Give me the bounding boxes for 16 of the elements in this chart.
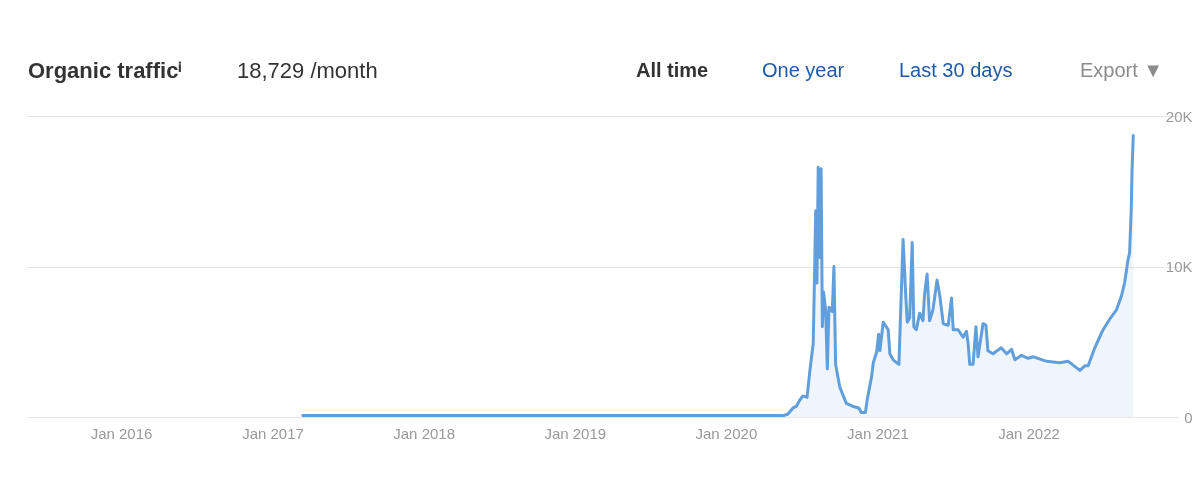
- y-tick-label: 0: [1184, 408, 1193, 426]
- x-tick-label: Jan 2020: [695, 424, 758, 442]
- x-tick-label: Jan 2021: [847, 424, 909, 442]
- x-tick-label: Jan 2022: [998, 424, 1060, 442]
- text: All time: [636, 59, 709, 81]
- y-tick-label: 20K: [1165, 107, 1193, 125]
- text: One year: [762, 59, 845, 81]
- chart-subtitle: 18,729 /month: [237, 58, 378, 83]
- x-tick-label: Jan 2019: [544, 424, 607, 442]
- text: Last 30 days: [899, 59, 1013, 81]
- text: Export ▼: [1080, 59, 1164, 81]
- x-tick-label: Jan 2017: [242, 424, 304, 442]
- x-tick-label: Jan 2016: [90, 424, 153, 442]
- y-tick-label: 10K: [1165, 258, 1193, 275]
- chart-title: Organic trafficⁱ: [28, 58, 183, 83]
- x-tick-label: Jan 2018: [393, 424, 456, 442]
